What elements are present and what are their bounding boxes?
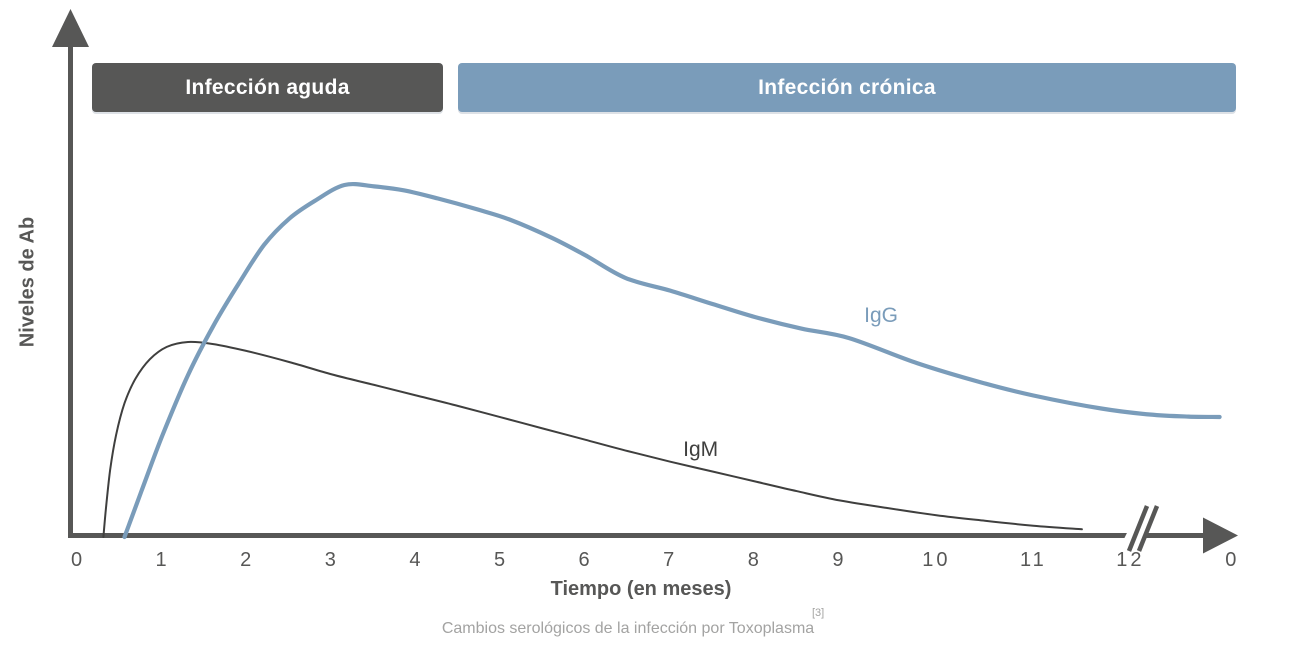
x-tick-label: 5 [494, 549, 508, 571]
x-tick-label: 4 [409, 549, 423, 571]
phase-banner-chronic-label: Infección crónica [758, 75, 936, 99]
phase-banner-acute: Infección aguda [92, 63, 443, 112]
x-tick-label: 0 [71, 549, 85, 571]
figure-caption: [3] Cambios serológicos de la infección … [441, 607, 824, 639]
x-axis-title: Tiempo (en meses) [550, 578, 732, 600]
phase-banner-chronic: Infección crónica [457, 63, 1237, 112]
caption-text: Cambios serológicos de la infección por … [441, 620, 815, 638]
x-tick-label: 12 [1116, 549, 1144, 571]
series-line-igm [102, 340, 1083, 538]
x-tick-label: 3 [325, 549, 339, 571]
x-tick-label: 2 [240, 549, 254, 571]
y-axis-arrowhead-icon [52, 9, 89, 47]
x-tick-label: 10 [922, 549, 950, 571]
x-tick-label: 8 [748, 549, 762, 571]
x-axis-arrowhead-icon [1203, 517, 1238, 554]
x-tick-label: 0 [1225, 549, 1239, 571]
y-axis-title: Niveles de Ab [16, 216, 39, 348]
series-line-igg [122, 181, 1222, 540]
series-label-igm: IgM [683, 438, 718, 461]
x-tick-label: 6 [579, 549, 593, 571]
series-label-igg: IgG [864, 304, 898, 327]
x-tick-label: 7 [663, 549, 677, 571]
x-tick-label: 1 [156, 549, 170, 571]
phase-banner-acute-label: Infección aguda [185, 75, 350, 99]
x-tick-label: 9 [832, 549, 846, 571]
axis-break-mark [1117, 496, 1162, 560]
x-tick-label: 11 [1020, 549, 1047, 571]
caption-reference: [3] [811, 607, 825, 619]
